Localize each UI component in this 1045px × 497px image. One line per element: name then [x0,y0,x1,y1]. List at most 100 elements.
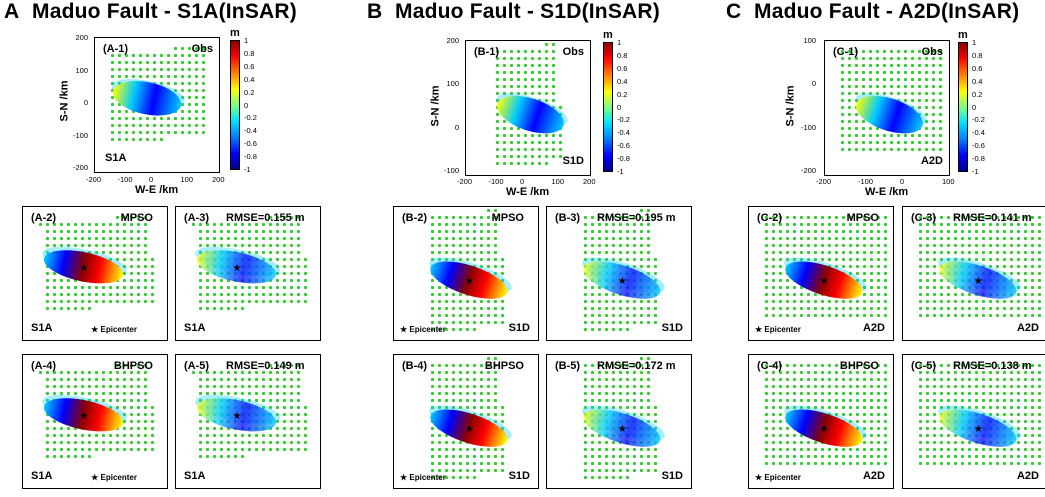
column-letter: A [4,0,20,23]
deformation-map: ★ [764,363,888,466]
panel-method: BHPSO [113,360,153,372]
colorbar-tick: 0.6 [617,63,628,73]
deformation-map: ★ [38,215,155,311]
panel-id: (C-2) [757,212,783,224]
panel-tag: Obs [191,43,213,55]
y-tick: 100 [446,79,459,89]
y-tick: -200 [72,163,88,172]
track-label: S1D [661,322,683,334]
x-tick: 200 [212,175,225,184]
deformation-map [495,42,568,166]
column-title-text: Maduo Fault - S1D(InSAR) [395,0,660,23]
deformation-lobe [785,261,863,299]
colorbar-tick: 0.6 [972,63,983,73]
y-tick: 200 [446,36,459,45]
track-label: S1D [508,470,530,482]
deformation-map [110,46,206,142]
colorbar-tick: -0.4 [244,126,257,136]
deformation-lobe [583,261,661,299]
track-label: S1A [31,470,53,482]
model-panel: ★ (C-4) BHPSO A2D ★ Epicenter [748,354,894,489]
epicenter-star: ★ [465,424,474,435]
track-label: A2D [862,322,885,334]
epicenter-star: ★ [465,276,474,287]
x-tick: -100 [488,177,504,186]
residual-panel: ★ (A-3) RMSE=0.155 m S1A [175,206,321,341]
deformation-map: ★ [582,208,665,332]
colorbar-tick: -1 [244,165,251,174]
model-panel: ★ (C-2) MPSO A2D ★ Epicenter [748,206,894,341]
epicenter-star: ★ [974,276,983,287]
epicenter-star: ★ [618,276,627,287]
model-panel: ★ (B-4) BHPSO S1D ★ Epicenter [393,354,539,489]
y-tick: 0 [83,98,88,107]
colorbar-tick: -0.8 [972,154,985,164]
column-title: A Maduo Fault - S1A(InSAR) [4,0,297,24]
panel-method: BHPSO [839,360,879,372]
colorbar-tick: -1 [972,167,979,176]
panel-id: (B-1) [474,46,500,58]
panel-tag: Obs [562,46,584,58]
colorbar-tick: -0.2 [617,115,630,125]
deformation-map: ★ [191,363,308,459]
track-label: S1A [184,470,206,482]
epicenter-legend: ★ Epicenter [91,473,137,482]
observation-points [764,215,888,318]
track-label: S1A [31,322,53,334]
deformation-map: ★ [38,363,155,459]
colorbar-tick: 0.2 [617,89,628,99]
deformation-lobe [43,398,124,432]
colorbar [230,40,240,170]
colorbar-tick: 0.8 [244,48,255,58]
y-tick: 0 [454,122,459,132]
colorbar-tick: 0.6 [244,61,255,71]
track-label: A2D [862,470,885,482]
column-letter: B [367,0,383,23]
panel-id: (A-1) [103,43,129,55]
deformation-map: ★ [429,208,512,332]
epicenter-legend: ★ Epicenter [400,325,446,334]
track-label: A2D [1016,322,1039,334]
epicenter-legend: ★ Epicenter [755,473,801,482]
x-tick: -200 [457,177,473,186]
column-title-text: Maduo Fault - A2D(InSAR) [754,0,1020,23]
track-label: A2D [1016,470,1039,482]
epicenter-star: ★ [79,263,88,274]
colorbar-tick: -0.8 [244,152,257,162]
deformation-lobe [856,96,923,134]
panel-id: (B-4) [402,360,428,372]
colorbar-tick: 0.4 [617,76,628,86]
y-tick: -200 [800,166,816,175]
y-tick: 100 [803,36,816,45]
panel-method: MPSO [846,212,879,224]
colorbar-tick: 0.4 [244,74,255,84]
residual-panel: ★ (B-5) RMSE=0.172 m S1D [546,354,692,489]
track-label: A2D [920,155,943,167]
panel-id: (A-2) [31,212,57,224]
y-tick: 200 [75,33,88,42]
deformation-lobe [939,409,1017,447]
x-tick: 0 [900,177,905,186]
colorbar-tick: -0.6 [972,141,985,151]
rmse-label: RMSE=0.155 m [226,212,305,224]
epicenter-star: ★ [820,424,829,435]
column-b: B Maduo Fault - S1D(InSAR) (B-1) Obs S1D m … [363,0,711,497]
column-a: A Maduo Fault - S1A(InSAR) (A-1) Obs S1A m … [0,0,348,497]
track-label: S1A [184,322,206,334]
column-title: C Maduo Fault - A2D(InSAR) [726,0,1019,24]
obs-plot: (C-1) Obs A2D [824,40,950,176]
deformation-lobe [785,409,863,447]
rmse-label: RMSE=0.138 m [953,360,1032,372]
colorbar [958,42,968,172]
column-title-text: Maduo Fault - S1A(InSAR) [32,0,297,23]
model-panel: ★ (A-4) BHPSO S1A ★ Epicenter [22,354,168,489]
panel-id: (C-4) [757,360,783,372]
colorbar-tick: 1 [617,38,622,47]
colorbar-tick: 1 [244,36,249,45]
deformation-map: ★ [191,215,308,311]
track-label: S1A [105,152,127,164]
obs-plot: (A-1) Obs S1A [94,37,220,173]
x-tick: -200 [816,177,832,186]
deformation-lobe [112,80,182,116]
observation-points [764,363,888,466]
